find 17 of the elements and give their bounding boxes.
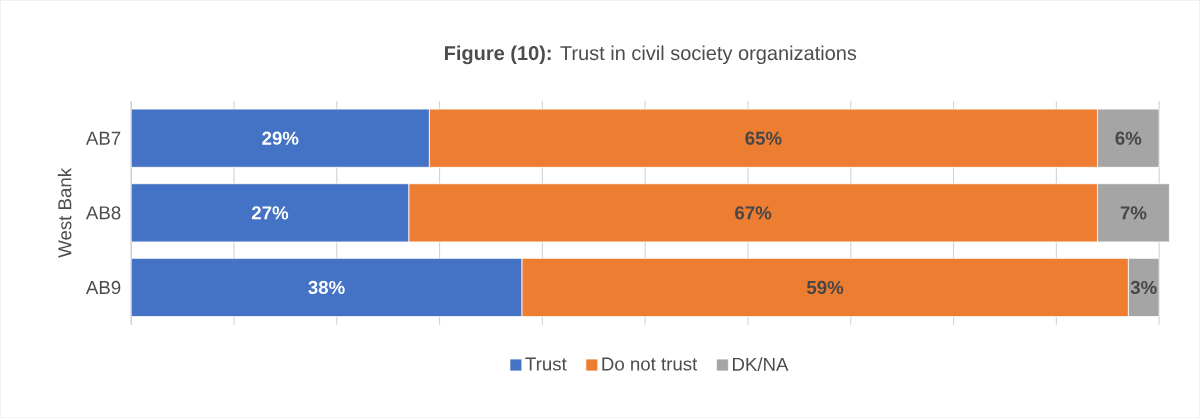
data-label: 7% xyxy=(1120,206,1147,220)
y-axis-title: West Bank xyxy=(57,167,72,258)
data-label: 3% xyxy=(1130,280,1157,294)
y-tick-label: AB7 xyxy=(85,131,121,145)
data-label: 67% xyxy=(735,206,772,220)
data-label: 27% xyxy=(251,206,289,220)
legend-label: Do not trust xyxy=(602,357,698,371)
data-label: 59% xyxy=(806,280,844,294)
legend-label: DK/NA xyxy=(732,357,789,371)
legend-label: Trust xyxy=(525,357,567,371)
data-label: 65% xyxy=(745,131,782,145)
y-tick-label: AB9 xyxy=(85,280,121,294)
y-tick-label: AB8 xyxy=(85,206,121,220)
data-label: 38% xyxy=(308,280,345,294)
data-label: 29% xyxy=(262,131,299,145)
chart-title: Figure (10): Trust in civil society organizations xyxy=(445,45,857,65)
data-label: 6% xyxy=(1115,131,1142,145)
